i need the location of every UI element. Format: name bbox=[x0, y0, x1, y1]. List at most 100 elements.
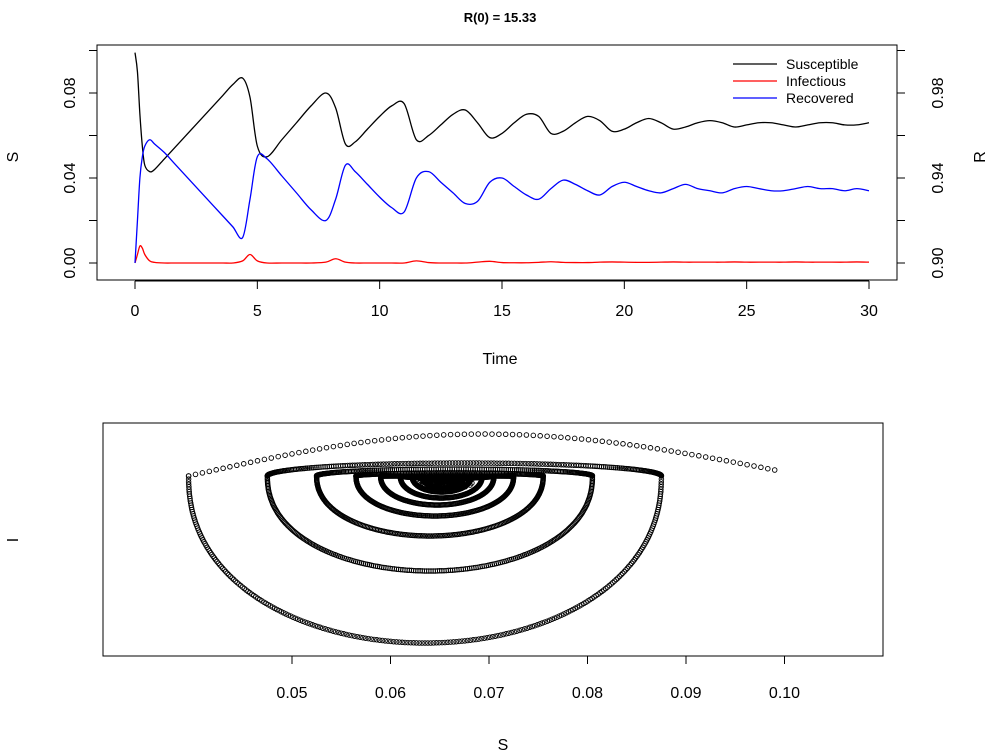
trajectory-point bbox=[351, 440, 357, 447]
trajectory-point bbox=[519, 626, 525, 633]
trajectory-point bbox=[447, 639, 454, 645]
trajectory-point bbox=[261, 456, 268, 463]
trajectory-point bbox=[459, 638, 465, 644]
trajectory-point bbox=[378, 437, 385, 443]
trajectory-point bbox=[388, 461, 395, 467]
trajectory-point bbox=[362, 561, 369, 567]
trajectory-point bbox=[545, 461, 551, 467]
trajectory-point bbox=[470, 460, 477, 466]
trajectory-point bbox=[365, 635, 372, 642]
x-tick-label: 25 bbox=[738, 303, 756, 320]
trajectory-point bbox=[316, 446, 323, 452]
trajectory-point bbox=[476, 460, 482, 466]
trajectory-point bbox=[723, 458, 730, 464]
trajectory-point bbox=[500, 631, 507, 638]
trajectory-point bbox=[307, 621, 313, 627]
trajectory-point bbox=[675, 449, 681, 455]
trajectory-point bbox=[539, 461, 546, 467]
trajectory-point bbox=[453, 638, 460, 645]
y-tick-label-left: 0.00 bbox=[62, 247, 79, 278]
trajectory-point bbox=[502, 431, 509, 438]
trajectory-point bbox=[520, 460, 526, 467]
y-tick-label-right: 0.94 bbox=[930, 162, 947, 193]
trajectory-point bbox=[511, 460, 518, 467]
trajectory-point bbox=[437, 460, 444, 466]
trajectory-point bbox=[365, 438, 371, 445]
trajectory-point bbox=[489, 431, 495, 437]
trajectory-point bbox=[537, 621, 543, 627]
trajectory-point bbox=[230, 576, 237, 583]
trajectory-point bbox=[425, 640, 431, 646]
trajectory-point bbox=[364, 461, 371, 468]
trajectory-point bbox=[542, 467, 549, 474]
trajectory-point bbox=[534, 461, 540, 467]
y-axis-label-phase: I bbox=[5, 538, 22, 542]
y-tick-label-right: 0.98 bbox=[930, 77, 947, 108]
trajectory-point bbox=[376, 637, 383, 643]
trajectory-point bbox=[222, 568, 229, 575]
trajectory-point bbox=[613, 576, 619, 583]
legend-label-infectious: Infectious bbox=[786, 73, 846, 89]
trajectory-point bbox=[500, 460, 506, 466]
trajectory-point bbox=[578, 436, 585, 442]
trajectory-point bbox=[487, 562, 494, 568]
trajectory-point bbox=[514, 460, 521, 467]
trajectory-point bbox=[354, 633, 361, 640]
trajectory-point bbox=[434, 432, 440, 438]
trajectory-point bbox=[462, 638, 468, 644]
trajectory-point bbox=[264, 473, 271, 479]
trajectory-point bbox=[372, 461, 379, 468]
trajectory-point bbox=[393, 639, 400, 645]
trajectory-point bbox=[467, 637, 474, 643]
trajectory-point bbox=[268, 455, 275, 461]
trajectory-point bbox=[454, 431, 461, 438]
trajectory-point bbox=[408, 532, 415, 539]
trajectory-point bbox=[620, 441, 626, 447]
trajectory-point bbox=[488, 460, 494, 466]
trajectory-point bbox=[227, 464, 233, 470]
trajectory-point bbox=[558, 434, 564, 440]
trajectory-point bbox=[608, 581, 614, 587]
trajectory-point bbox=[380, 461, 387, 467]
trajectory-point bbox=[496, 431, 502, 437]
x-tick-label: 0 bbox=[131, 303, 140, 320]
trajectory-point bbox=[530, 432, 537, 439]
trajectory-point bbox=[544, 468, 550, 474]
trajectory-point bbox=[351, 633, 358, 639]
trajectory-point bbox=[317, 624, 323, 631]
trajectory-point bbox=[494, 460, 500, 466]
trajectory-point bbox=[555, 461, 562, 468]
trajectory-point bbox=[429, 460, 435, 466]
trajectory-point bbox=[440, 432, 447, 438]
trajectory-point bbox=[374, 637, 380, 643]
trajectory-point bbox=[609, 464, 615, 471]
trajectory-point bbox=[318, 464, 324, 470]
trajectory-point bbox=[467, 460, 474, 466]
trajectory-point bbox=[431, 460, 438, 466]
trajectory-point bbox=[558, 461, 564, 468]
trajectory-point bbox=[397, 460, 403, 467]
trajectory-point bbox=[224, 570, 230, 576]
trajectory-point bbox=[240, 461, 247, 467]
trajectory-point bbox=[689, 451, 695, 458]
time-series-panel: R(0) = 15.33 0 5 10 15 20 25 30 0.00 0.04 0.08 0.9… bbox=[5, 10, 989, 368]
trajectory-point bbox=[382, 638, 388, 644]
trajectory-point bbox=[545, 468, 552, 474]
trajectory-point bbox=[439, 639, 445, 646]
trajectory-point bbox=[420, 433, 426, 439]
chart-title: R(0) = 15.33 bbox=[464, 10, 537, 25]
trajectory-point bbox=[531, 461, 537, 467]
trajectory-point bbox=[320, 464, 326, 470]
trajectory-point bbox=[312, 464, 318, 471]
trajectory-point bbox=[479, 460, 485, 466]
trajectory-point bbox=[416, 640, 423, 646]
trajectory-point bbox=[438, 479, 444, 485]
trajectory-point bbox=[599, 438, 606, 445]
trajectory-point bbox=[383, 461, 389, 467]
trajectory-point bbox=[456, 638, 462, 645]
trajectory-point bbox=[436, 639, 442, 646]
trajectory-point bbox=[405, 639, 411, 646]
trajectory-point bbox=[542, 461, 548, 467]
x-tick-label-phase: 0.10 bbox=[769, 685, 800, 702]
trajectory-point bbox=[306, 465, 313, 471]
